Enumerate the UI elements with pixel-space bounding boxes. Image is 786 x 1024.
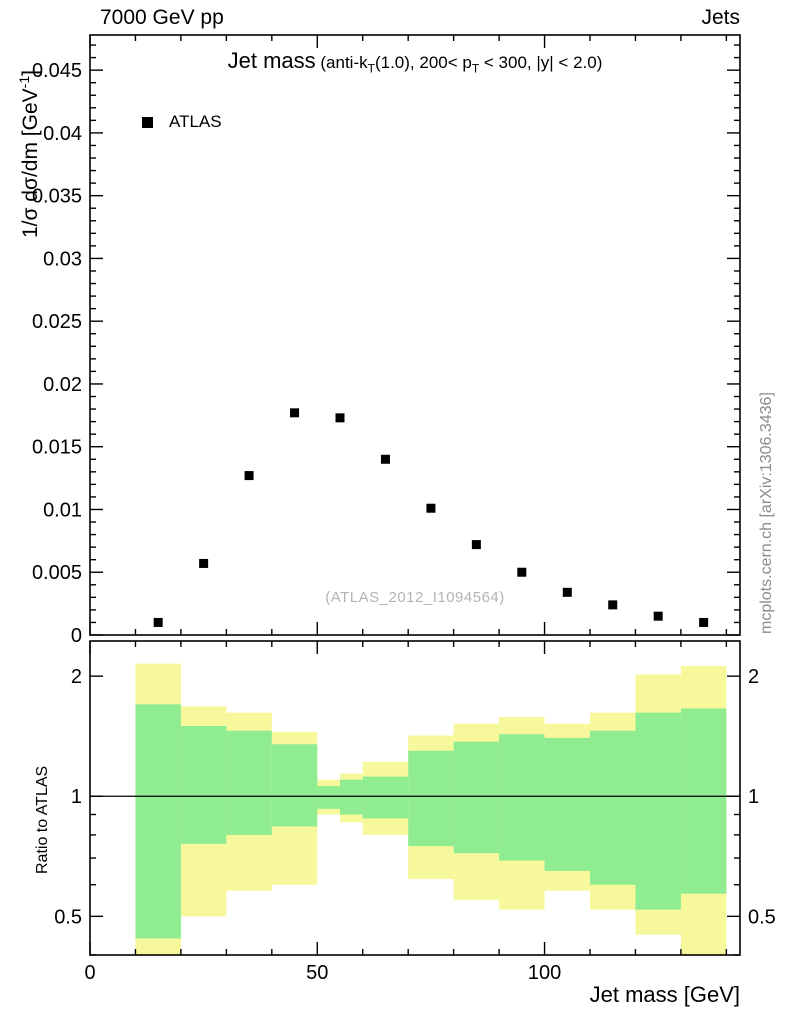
data-series-ATLAS <box>153 408 709 627</box>
tick-label: 0.015 <box>32 437 82 459</box>
data-point-marker <box>699 617 709 627</box>
plot-title-main: Jet mass <box>227 48 316 73</box>
inner-uncertainty-bin <box>590 730 636 885</box>
data-point-marker <box>290 408 300 418</box>
inner-uncertainty-bin <box>135 704 181 939</box>
main-panel-frame <box>89 34 741 636</box>
data-point-marker <box>471 540 481 550</box>
tick-labels: 0 0.005 0.01 0.015 0.02 0.025 0.03 0.035 0.04 0.0… <box>32 60 776 984</box>
tick-label: 0.03 <box>43 248 82 270</box>
data-point-marker <box>244 471 254 481</box>
inner-uncertainty-bin <box>680 708 727 894</box>
data-point-marker <box>153 617 163 627</box>
inner-uncertainty-bin <box>499 734 545 861</box>
plot-title-subscript-2: T <box>471 61 480 76</box>
data-point-marker <box>426 503 436 513</box>
analysis-category-label: Jets <box>701 6 740 29</box>
plot-title: Jet mass (anti-kT(1.0), 200< pT < 300, |… <box>90 48 740 75</box>
data-point-marker <box>335 413 345 423</box>
analysis-reference-watermark: (ATLAS_2012_I1094564) <box>325 589 505 606</box>
tick-label: 0.045 <box>32 60 82 82</box>
tick-label: 0.01 <box>43 499 82 521</box>
tick-label: 0.5 <box>748 906 776 928</box>
inner-uncertainty-bin <box>226 730 272 835</box>
tick-label: 100 <box>528 962 561 984</box>
x-axis-label: Jet mass [GeV] <box>589 982 740 1007</box>
inner-uncertainty-bin <box>362 776 409 819</box>
inner-uncertainty-bin <box>271 744 318 827</box>
inner-uncertainty-bin <box>340 779 363 815</box>
tick-label: 2 <box>71 666 82 688</box>
legend-marker-square <box>142 116 153 128</box>
beam-energy-label: 7000 GeV pp <box>100 6 224 29</box>
tick-label: 1 <box>71 786 82 808</box>
ratio-panel-frame <box>89 640 741 956</box>
plot-title-cuts-1: (anti-k <box>315 53 368 72</box>
inner-uncertainty-bin <box>408 750 454 847</box>
data-point-marker <box>608 600 618 610</box>
tick-label: 0.005 <box>32 562 82 584</box>
tick-label: 0.025 <box>32 311 82 333</box>
inner-uncertainty-bin <box>453 741 500 854</box>
legend: ATLAS <box>142 112 222 132</box>
tick-label: 0.035 <box>32 186 82 208</box>
tick-label: 0.02 <box>43 374 82 396</box>
data-point-marker <box>653 611 663 621</box>
inner-uncertainty-bin <box>544 737 590 871</box>
inner-uncertainty-bin <box>180 726 227 844</box>
tick-label: 1 <box>748 786 759 808</box>
tick-label: 0 <box>71 625 82 647</box>
tick-label: 0.5 <box>54 906 82 928</box>
axis-ticks <box>89 35 740 956</box>
data-point-marker <box>199 558 209 568</box>
tick-label: 0.04 <box>43 123 82 145</box>
ratio-uncertainty-bands <box>135 663 727 955</box>
data-point-marker <box>380 454 390 464</box>
inner-uncertainty-bin <box>635 712 681 910</box>
plot-title-cuts-2: (1.0), 200< p <box>374 53 472 72</box>
data-point-marker <box>517 567 527 577</box>
inner-uncertainty-bin <box>317 786 340 809</box>
tick-label: 2 <box>748 666 759 688</box>
data-point-marker <box>562 587 572 597</box>
plot-title-subscript-1: T <box>367 61 375 76</box>
tick-label: 0 <box>84 962 95 984</box>
legend-label: ATLAS <box>169 112 222 131</box>
tick-label: 50 <box>306 962 328 984</box>
plot-title-cuts-3: < 300, |y| < 2.0) <box>479 53 603 72</box>
